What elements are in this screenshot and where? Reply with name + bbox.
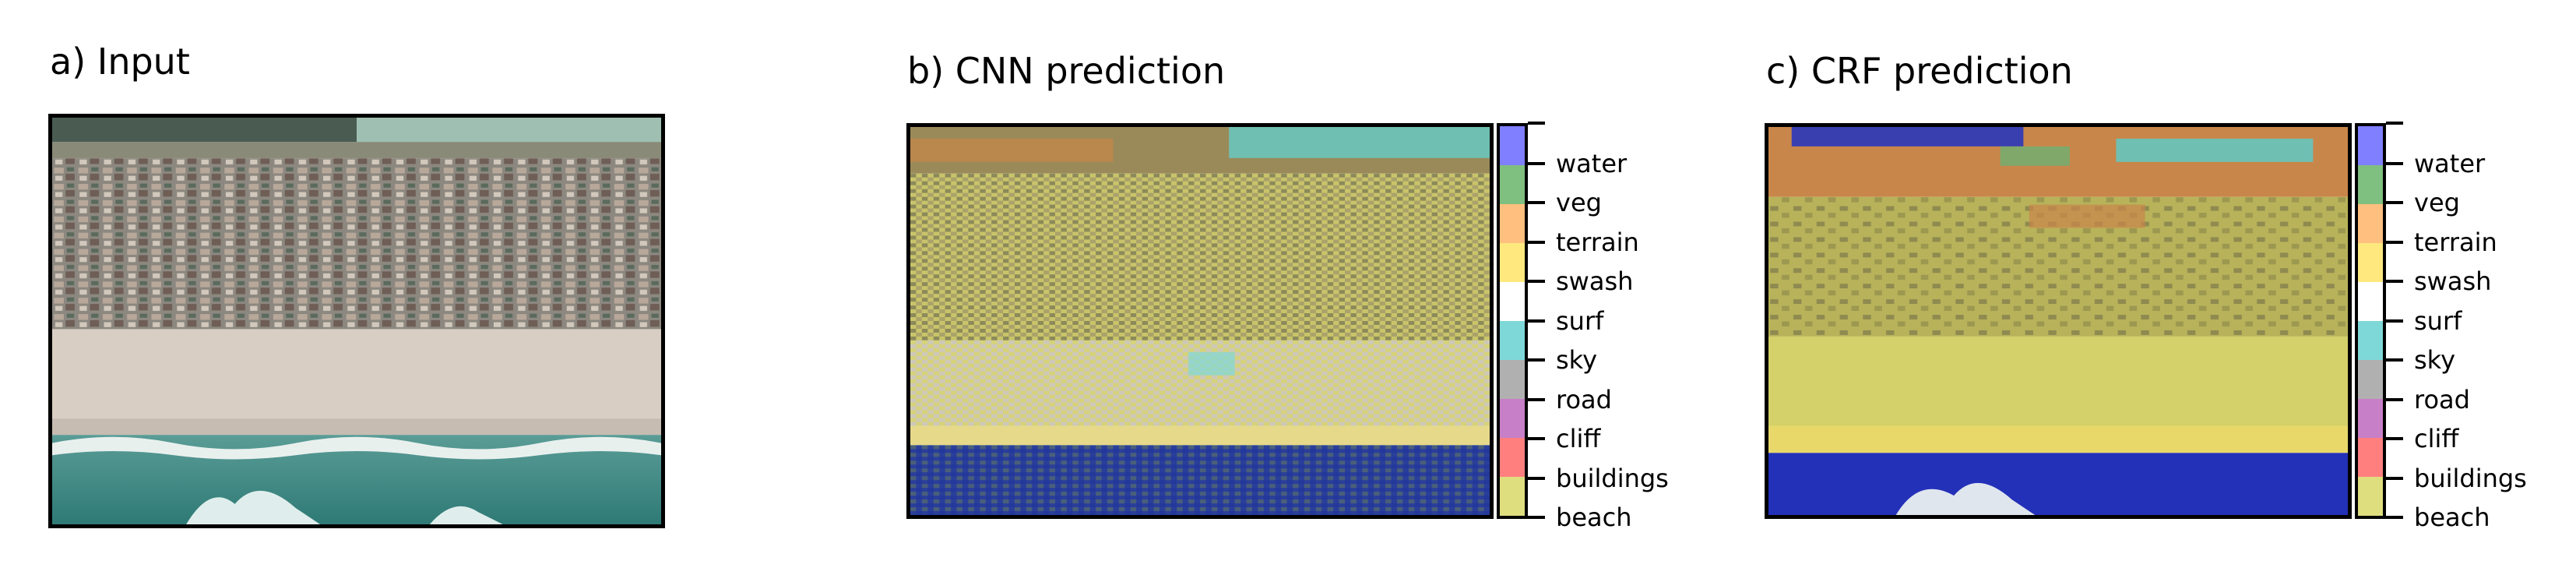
cnn-legend-colorbar [1497, 123, 1528, 519]
tick-cliff [1528, 437, 1545, 440]
crf-legend-colorbar [2355, 123, 2386, 519]
swatch-buildings [2358, 438, 2383, 477]
tick-veg [2386, 201, 2403, 204]
tick-sky [2386, 358, 2403, 362]
swatch-sky [1500, 321, 1525, 360]
label-buildings: buildings [1556, 464, 1669, 493]
swatch-sky [2358, 321, 2383, 360]
tick-beach [2386, 516, 2403, 519]
tick-surf [1528, 319, 1545, 323]
tick-terrain [2386, 241, 2403, 244]
label-cliff: cliff [1556, 424, 1600, 453]
swatch-veg [1500, 165, 1525, 204]
cnn-legend-ticks: water veg terrain swash surf sky road cl… [1528, 123, 1715, 519]
cnn-prediction-image [906, 123, 1494, 519]
input-photo [48, 114, 665, 528]
crf-prediction-image [1765, 123, 2352, 519]
panel-c-title: c) CRF prediction [1766, 50, 2073, 92]
tick-road [2386, 398, 2403, 401]
label-beach: beach [2414, 503, 2490, 532]
tick-water [1528, 162, 1545, 165]
label-beach: beach [1556, 503, 1631, 532]
label-cliff: cliff [2414, 424, 2458, 453]
label-water: water [2414, 149, 2485, 178]
label-sky: sky [2414, 345, 2455, 375]
swatch-swash [2358, 243, 2383, 282]
swatch-water [2358, 126, 2383, 165]
tick-veg [1528, 201, 1545, 204]
tick-swash [1528, 280, 1545, 283]
tick-top [2386, 122, 2403, 125]
swatch-surf [1500, 282, 1525, 321]
tick-water [2386, 162, 2403, 165]
label-terrain: terrain [2414, 228, 2497, 257]
swatch-beach [2358, 477, 2383, 516]
swatch-road [2358, 360, 2383, 399]
label-road: road [1556, 385, 1612, 414]
tick-road [1528, 398, 1545, 401]
swatch-terrain [1500, 204, 1525, 243]
tick-surf [2386, 319, 2403, 323]
label-surf: surf [2414, 306, 2462, 336]
swatch-swash [1500, 243, 1525, 282]
label-water: water [1556, 149, 1627, 178]
swatch-beach [1500, 477, 1525, 516]
tick-beach [1528, 516, 1545, 519]
tick-terrain [1528, 241, 1545, 244]
swatch-cliff [2358, 399, 2383, 438]
label-road: road [2414, 385, 2470, 414]
swatch-road [1500, 360, 1525, 399]
label-veg: veg [1556, 188, 1602, 217]
tick-cliff [2386, 437, 2403, 440]
swatch-cliff [1500, 399, 1525, 438]
swatch-surf [2358, 282, 2383, 321]
label-surf: surf [1556, 306, 1603, 336]
label-swash: swash [1556, 266, 1633, 296]
tick-swash [2386, 280, 2403, 283]
swatch-water [1500, 126, 1525, 165]
swatch-veg [2358, 165, 2383, 204]
swatch-terrain [2358, 204, 2383, 243]
label-sky: sky [1556, 345, 1597, 375]
tick-buildings [2386, 477, 2403, 480]
tick-top [1528, 122, 1545, 125]
label-veg: veg [2414, 188, 2460, 217]
label-buildings: buildings [2414, 464, 2527, 493]
crf-legend-ticks: water veg terrain swash surf sky road cl… [2386, 123, 2573, 519]
swatch-buildings [1500, 438, 1525, 477]
panel-b-title: b) CNN prediction [907, 50, 1225, 92]
panel-a-title: a) Input [50, 41, 190, 83]
label-swash: swash [2414, 266, 2491, 296]
tick-sky [1528, 358, 1545, 362]
tick-buildings [1528, 477, 1545, 480]
label-terrain: terrain [1556, 228, 1639, 257]
